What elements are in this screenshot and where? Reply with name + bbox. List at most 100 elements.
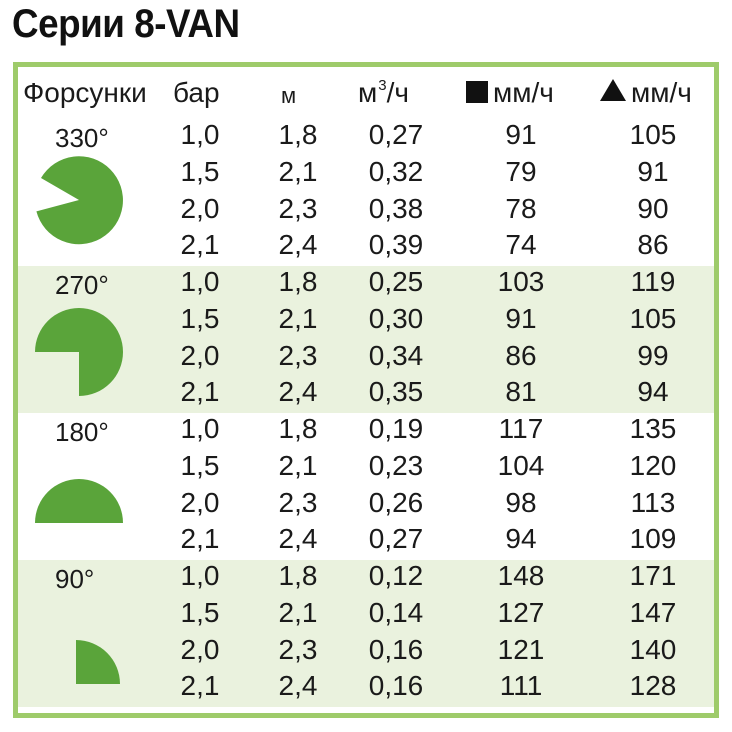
pressure-cell: 2,1 (180, 229, 220, 260)
triangle-rate-cell: 120 (629, 450, 677, 481)
performance-table: Форсунки бар м м3/ч мм/ч мм/ч 330° 1,0 1,8… (13, 62, 719, 718)
pressure-cell: 2,0 (180, 193, 220, 224)
triangle-icon (600, 79, 626, 101)
radius-cell: 2,3 (278, 193, 318, 224)
table-row: 1,5 2,1 0,14 127 147 (18, 597, 714, 634)
radius-cell: 2,4 (278, 670, 318, 701)
square-rate-cell: 111 (499, 670, 543, 701)
sector-330-icon (33, 154, 125, 251)
radius-cell: 1,8 (278, 119, 318, 150)
header-flow-base: м (358, 77, 378, 108)
header-nozzles: Форсунки (23, 77, 147, 108)
flow-cell: 0,19 (368, 413, 424, 444)
triangle-rate-cell: 171 (629, 560, 677, 591)
triangle-rate-cell: 147 (629, 597, 677, 628)
pressure-cell: 1,0 (180, 560, 220, 591)
flow-cell: 0,30 (368, 303, 424, 334)
triangle-rate-cell: 140 (629, 634, 677, 665)
flow-cell: 0,35 (368, 376, 424, 407)
pressure-cell: 2,0 (180, 340, 220, 371)
pressure-cell: 2,1 (180, 523, 220, 554)
header-square-rate: мм/ч (466, 77, 554, 109)
square-rate-cell: 74 (505, 229, 537, 260)
radius-cell: 2,1 (278, 450, 318, 481)
table-row: 2,1 2,4 0,16 111 128 (18, 670, 714, 707)
square-icon (466, 81, 488, 103)
table-row: 1,5 2,1 0,23 104 120 (18, 450, 714, 487)
angle-label: 90° (55, 564, 95, 594)
table-row: 2,1 2,4 0,39 74 86 (18, 229, 714, 266)
pressure-cell: 1,5 (180, 450, 220, 481)
square-rate-cell: 127 (497, 597, 545, 628)
triangle-rate-cell: 90 (637, 193, 669, 224)
triangle-rate-cell: 128 (629, 670, 677, 701)
table-group: 90° 1,0 1,8 0,12 148 171 1,5 2,1 0,14 127 147 2,0 2,… (18, 560, 714, 707)
header-flow-sup: 3 (378, 77, 387, 94)
table-row: 1,0 1,8 0,12 148 171 (18, 560, 714, 597)
flow-cell: 0,27 (368, 523, 424, 554)
radius-cell: 1,8 (278, 560, 318, 591)
radius-cell: 1,8 (278, 266, 318, 297)
radius-cell: 1,8 (278, 413, 318, 444)
pressure-cell: 2,1 (180, 376, 220, 407)
table-row: 1,0 1,8 0,19 117 135 (18, 413, 714, 450)
flow-cell: 0,27 (368, 119, 424, 150)
square-rate-cell: 86 (505, 340, 537, 371)
table-row: 1,5 2,1 0,32 79 91 (18, 156, 714, 193)
radius-cell: 2,1 (278, 156, 318, 187)
square-rate-cell: 117 (498, 413, 544, 444)
square-rate-cell: 91 (505, 119, 537, 150)
square-rate-cell: 91 (505, 303, 537, 334)
radius-cell: 2,3 (278, 340, 318, 371)
radius-cell: 2,1 (278, 303, 318, 334)
header-flow-suffix: /ч (386, 77, 409, 108)
pressure-cell: 1,0 (180, 413, 220, 444)
table-row: 2,1 2,4 0,27 94 109 (18, 523, 714, 560)
triangle-rate-cell: 86 (637, 229, 669, 260)
flow-cell: 0,16 (368, 670, 424, 701)
triangle-rate-cell: 119 (630, 266, 676, 297)
triangle-rate-cell: 113 (630, 487, 676, 518)
sector-270-icon (33, 306, 125, 403)
table-group: 330° 1,0 1,8 0,27 91 105 1,5 2,1 0,32 79 91 2,0 2,3 0… (18, 119, 714, 266)
pressure-cell: 1,0 (180, 266, 220, 297)
flow-cell: 0,34 (368, 340, 424, 371)
radius-cell: 2,4 (278, 376, 318, 407)
radius-cell: 2,4 (278, 229, 318, 260)
table-group: 270° 1,0 1,8 0,25 103 119 1,5 2,1 0,30 91 105 2,0 2,… (18, 266, 714, 413)
angle-label: 330° (55, 123, 109, 153)
table-row: 2,0 2,3 0,38 78 90 (18, 193, 714, 230)
flow-cell: 0,16 (368, 634, 424, 665)
pressure-cell: 1,5 (180, 597, 220, 628)
triangle-rate-cell: 94 (637, 376, 669, 407)
square-rate-cell: 103 (497, 266, 545, 297)
flow-cell: 0,12 (368, 560, 424, 591)
flow-cell: 0,32 (368, 156, 424, 187)
header-bar: бар (173, 77, 220, 108)
pressure-cell: 2,0 (180, 487, 220, 518)
table-header: Форсунки бар м м3/ч мм/ч мм/ч (18, 67, 714, 119)
pressure-cell: 1,5 (180, 156, 220, 187)
table-row: 1,5 2,1 0,30 91 105 (18, 303, 714, 340)
square-rate-cell: 94 (505, 523, 537, 554)
table-row: 2,0 2,3 0,16 121 140 (18, 634, 714, 671)
angle-label: 270° (55, 270, 109, 300)
square-rate-cell: 148 (497, 560, 545, 591)
radius-cell: 2,1 (278, 597, 318, 628)
table-row: 2,0 2,3 0,34 86 99 (18, 340, 714, 377)
pressure-cell: 2,1 (180, 670, 220, 701)
header-radius: м (281, 83, 297, 108)
square-rate-cell: 81 (505, 376, 537, 407)
header-triangle-label: мм/ч (631, 77, 692, 108)
sector-90-icon (74, 636, 124, 691)
square-rate-cell: 121 (497, 634, 545, 665)
page-title: Серии 8-VAN (12, 2, 240, 46)
angle-label: 180° (55, 417, 109, 447)
table-row: 1,0 1,8 0,25 103 119 (18, 266, 714, 303)
triangle-rate-cell: 105 (629, 119, 677, 150)
square-rate-cell: 79 (505, 156, 537, 187)
header-triangle-rate: мм/ч (600, 77, 692, 109)
triangle-rate-cell: 135 (629, 413, 677, 444)
pressure-cell: 1,5 (180, 303, 220, 334)
triangle-rate-cell: 109 (629, 523, 677, 554)
